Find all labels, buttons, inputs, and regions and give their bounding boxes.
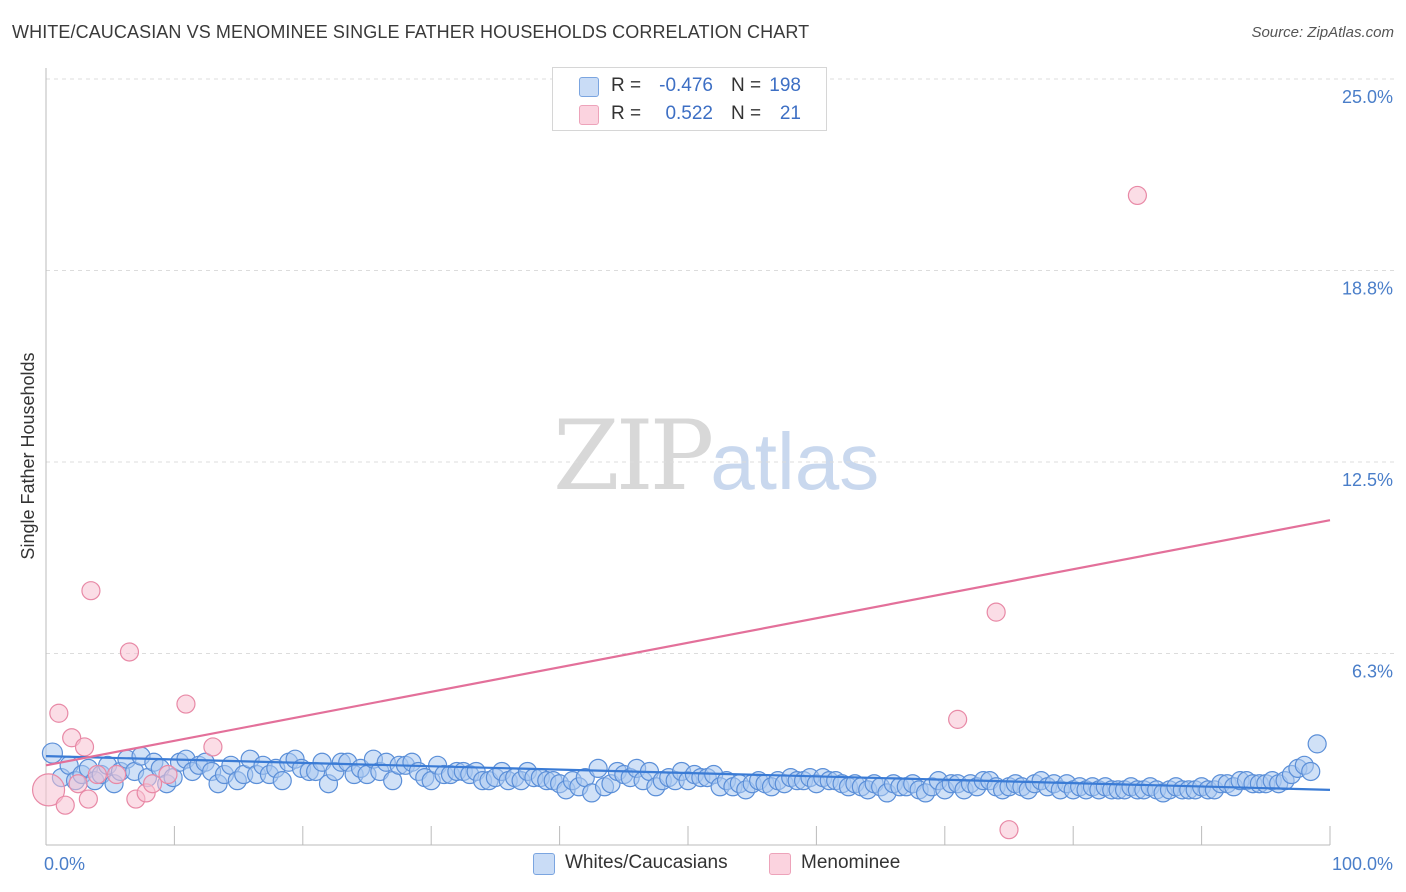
whites-legend-label: Whites/Caucasians: [565, 852, 728, 873]
y-tick-labels: 6.3% 12.5% 18.8% 25.0%: [1342, 87, 1393, 682]
menominee-point-17: [948, 709, 968, 729]
menominee-point-5: [74, 737, 95, 757]
n-value: 21: [779, 103, 801, 124]
r-value: -0.476: [659, 75, 713, 96]
menominee-point-15: [176, 694, 196, 714]
y-tick-label-2: 18.8%: [1342, 279, 1393, 299]
menominee-point-18: [986, 602, 1006, 622]
menominee-point-6: [78, 789, 98, 809]
axes: [45, 68, 1331, 846]
chart-source: Source: ZipAtlas.com: [1251, 24, 1394, 41]
n-value: 198: [769, 75, 801, 96]
whites-point-195: [1301, 761, 1321, 782]
menominee-point-19: [999, 820, 1019, 840]
r-value: 0.522: [665, 103, 713, 124]
whites-point-84: [588, 758, 608, 779]
menominee-legend-label: Menominee: [801, 852, 901, 873]
menominee-legend-swatch: [769, 853, 791, 875]
whites-legend-swatch: [533, 853, 555, 875]
y-tick-label-0: 6.3%: [1352, 662, 1393, 682]
watermark: ZIPatlas: [553, 400, 880, 512]
r-label: R =: [611, 103, 642, 124]
n-label: N =: [731, 103, 762, 124]
whites-caucasians-points: [41, 734, 1327, 803]
n-label: N =: [731, 75, 762, 96]
correlation-legend: R = -0.476 N = 198 R = 0.522 N = 21: [552, 67, 827, 131]
menominee-point-20: [1127, 185, 1148, 206]
legend-row-menominee: R = 0.522 N = 21: [553, 100, 826, 128]
x-tick-labels: 0.0% 100.0%: [44, 854, 1393, 874]
x-tick-label-0: 0.0%: [44, 854, 85, 874]
menominee-point-14: [158, 764, 178, 785]
menominee-point-9: [107, 764, 127, 785]
y-tick-label-1: 12.5%: [1342, 470, 1393, 490]
chart-title: WHITE/CAUCASIAN VS MENOMINEE SINGLE FATH…: [12, 22, 810, 42]
whites-trend-line: [45, 755, 1331, 791]
y-tick-label-3: 25.0%: [1342, 87, 1393, 107]
r-label: R =: [611, 75, 642, 96]
trend-lines: [45, 519, 1331, 791]
gridlines: [46, 78, 1395, 654]
menominee-point-7: [81, 581, 101, 601]
menominee-point-16: [203, 737, 223, 757]
legend-row-whites: R = -0.476 N = 198: [553, 72, 826, 100]
whites-swatch: [579, 77, 599, 97]
menominee-swatch: [579, 105, 599, 125]
whites-point-196: [1307, 734, 1327, 754]
menominee-point-0: [31, 773, 66, 807]
whites-point-0: [41, 742, 64, 764]
y-axis-title: Single Father Households: [18, 352, 38, 559]
menominee-point-13: [142, 774, 163, 794]
menominee-points: [31, 185, 1148, 840]
x-tick-label-1: 100.0%: [1332, 854, 1393, 874]
menominee-point-1: [49, 703, 69, 723]
whites-point-35: [272, 771, 292, 791]
menominee-point-8: [87, 764, 107, 785]
menominee-trend-line: [45, 519, 1331, 767]
menominee-point-10: [119, 642, 140, 662]
menominee-point-4: [68, 774, 88, 794]
menominee-point-2: [55, 795, 75, 815]
